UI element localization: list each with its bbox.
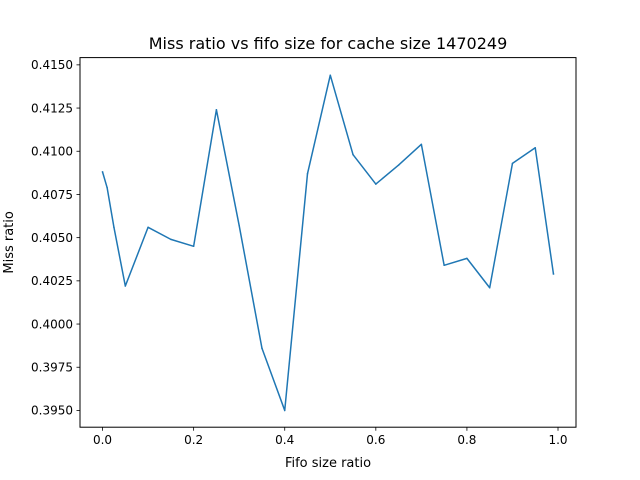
data-point — [215, 109, 218, 111]
x-axis: 0.0 0.2 0.4 0.6 0.8 1.0 — [93, 427, 568, 447]
chart-title: Miss ratio vs fifo size for cache size 1… — [149, 34, 508, 53]
x-axis-title: Fifo size ratio — [285, 456, 371, 471]
data-point — [443, 264, 445, 267]
y-tick-label: 0.4075 — [31, 188, 73, 202]
data-point — [352, 153, 354, 156]
x-tick-label: 0.6 — [366, 433, 385, 447]
y-axis-title: Miss ratio — [2, 211, 17, 274]
x-tick-label: 0.2 — [184, 433, 203, 447]
data-point — [534, 147, 536, 149]
data-point — [261, 347, 263, 349]
data-point — [101, 171, 104, 173]
plot-frame — [79, 57, 577, 428]
data-point — [397, 164, 400, 166]
data-point — [329, 74, 332, 76]
series-layer — [101, 74, 555, 412]
y-tick-label: 0.3950 — [31, 404, 73, 418]
x-tick-label: 0.0 — [93, 433, 112, 447]
data-point — [511, 162, 514, 165]
y-axis: 0.3950 0.3975 0.4000 0.4025 0.4050 0.4075 0.41… — [31, 58, 80, 418]
y-tick-label: 0.4150 — [31, 58, 73, 72]
data-point — [113, 226, 115, 229]
y-tick-label: 0.4000 — [31, 317, 73, 331]
y-tick-label: 0.4125 — [31, 101, 73, 115]
data-point — [488, 287, 491, 289]
data-point — [306, 172, 309, 175]
y-tick-label: 0.4100 — [31, 145, 73, 159]
data-point — [552, 273, 555, 275]
data-point — [124, 285, 127, 287]
data-point — [170, 238, 172, 241]
x-tick-label: 0.4 — [275, 433, 294, 447]
data-point — [106, 186, 108, 189]
data-point — [375, 183, 377, 185]
x-tick-label: 0.8 — [457, 433, 476, 447]
y-tick-label: 0.3975 — [31, 361, 73, 375]
data-point — [238, 224, 240, 227]
data-point — [147, 226, 149, 229]
y-tick-label: 0.4050 — [31, 231, 73, 245]
data-point — [466, 257, 468, 260]
data-point — [283, 409, 286, 412]
data-point — [192, 245, 195, 248]
x-tick-label: 1.0 — [548, 433, 567, 447]
y-tick-label: 0.4025 — [31, 274, 73, 288]
data-point — [420, 143, 423, 146]
